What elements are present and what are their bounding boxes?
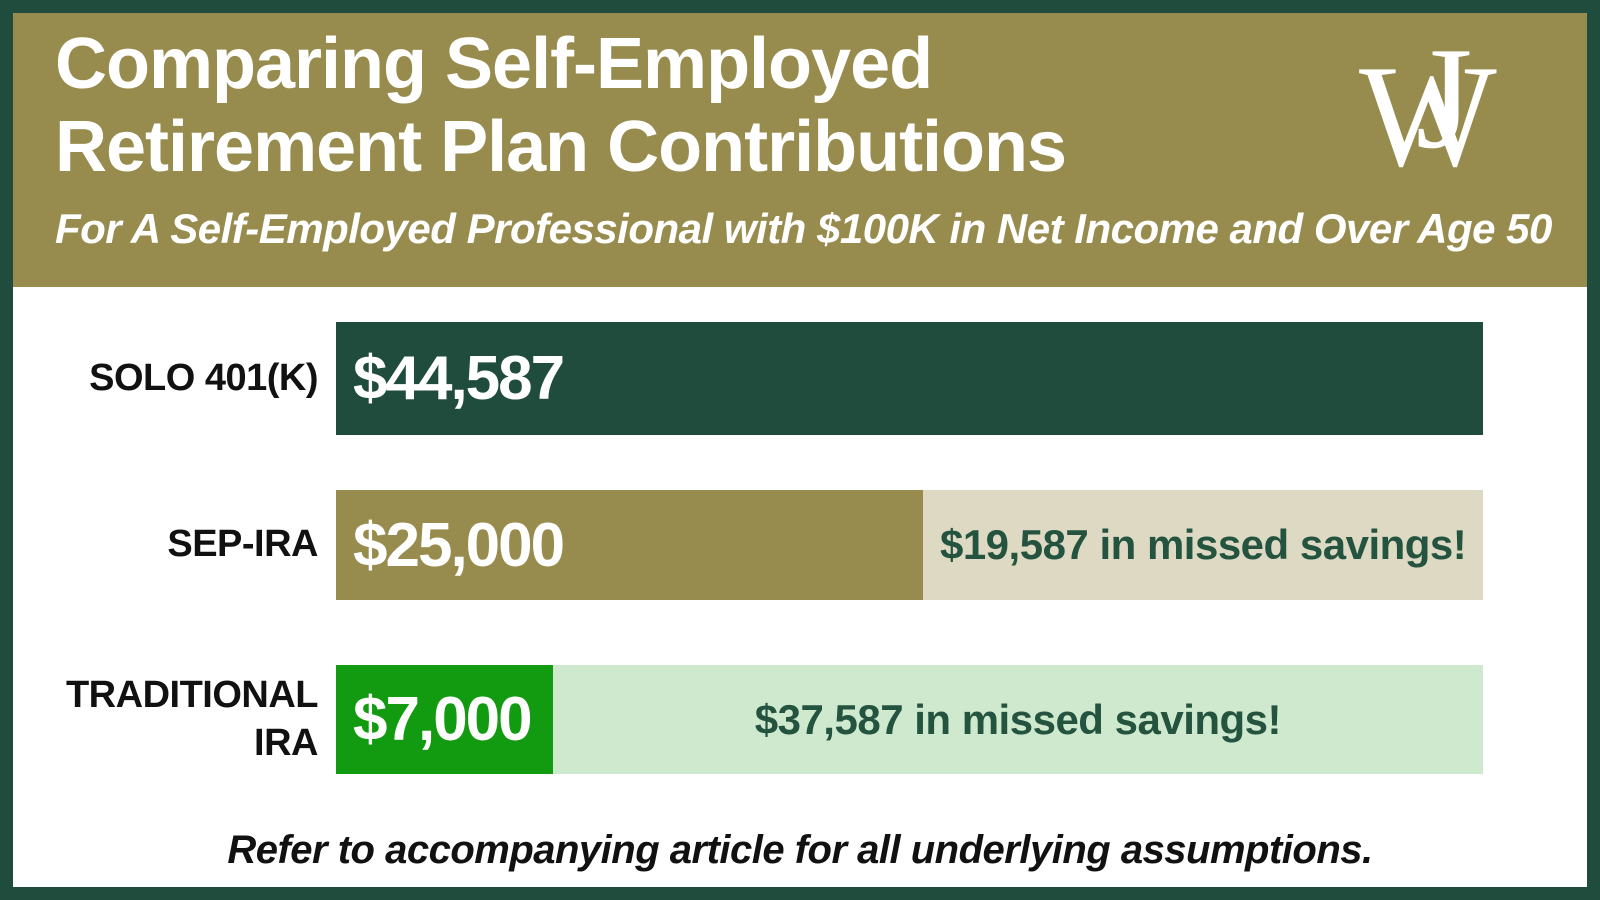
content-area: Comparing Self-Employed Retirement Plan … — [13, 13, 1587, 887]
bar-label-sep-ira: SEP-IRA — [167, 523, 318, 566]
bar-track-traditional-ira: $7,000 $37,587 in missed savings! — [336, 665, 1483, 774]
missed-savings-traditional-ira: $37,587 in missed savings! — [552, 665, 1483, 774]
page-subtitle: For A Self-Employed Professional with $1… — [55, 205, 1552, 252]
jw-monogram-j-letter: J — [1415, 17, 1473, 179]
bar-fill-traditional-ira: $7,000 — [336, 665, 553, 774]
page-title-line2: Retirement Plan Contributions — [55, 107, 1067, 187]
bar-row-solo-401k: SOLO 401(K) $44,587 — [13, 322, 1483, 435]
bar-track-sep-ira: $25,000 $19,587 in missed savings! — [336, 490, 1483, 600]
bar-track-solo-401k: $44,587 — [336, 322, 1483, 435]
bar-fill-sep-ira: $25,000 — [336, 490, 924, 600]
bar-value-solo-401k: $44,587 — [353, 344, 565, 413]
missed-savings-sep-ira: $19,587 in missed savings! — [923, 490, 1483, 600]
header-banner: Comparing Self-Employed Retirement Plan … — [13, 13, 1587, 287]
page-title-line1: Comparing Self-Employed — [55, 24, 933, 104]
bar-value-sep-ira: $25,000 — [353, 510, 565, 580]
bar-label-traditional-ira: TRADITIONAL IRA — [65, 674, 319, 764]
bar-row-sep-ira: SEP-IRA $25,000 $19,587 in missed saving… — [13, 490, 1483, 600]
jw-monogram-icon: W J — [1359, 25, 1529, 189]
bar-row-traditional-ira: TRADITIONAL IRA $7,000 $37,587 in missed… — [13, 665, 1483, 774]
bar-label-solo-401k: SOLO 401(K) — [89, 356, 318, 399]
footer-disclaimer: Refer to accompanying article for all un… — [227, 827, 1373, 872]
missed-savings-text-traditional-ira: $37,587 in missed savings! — [754, 695, 1282, 743]
bar-fill-solo-401k: $44,587 — [336, 322, 1483, 435]
bar-value-traditional-ira: $7,000 — [353, 685, 533, 754]
jw-monogram-w-letter: W — [1359, 35, 1497, 197]
missed-savings-text-sep-ira: $19,587 in missed savings! — [939, 521, 1467, 568]
